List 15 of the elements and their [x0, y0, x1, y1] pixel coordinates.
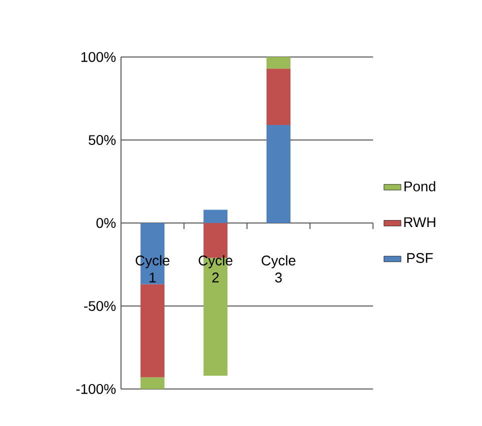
y-tick-label: 0% — [96, 218, 116, 228]
y-tick-label: 50% — [88, 135, 116, 145]
bar — [266, 56, 290, 69]
legend-label: RWH — [404, 217, 436, 227]
legend-label: PSF — [407, 253, 433, 263]
bar — [204, 210, 228, 223]
y-tick-label: -50% — [84, 301, 116, 311]
bar — [140, 377, 164, 389]
y-tick-label: 100% — [81, 52, 116, 62]
y-tick-label: -100% — [76, 384, 116, 394]
bar — [266, 68, 290, 126]
bar — [140, 284, 164, 378]
x-tick-label: Cycle 3 — [262, 255, 296, 282]
legend-label: Pond — [404, 181, 436, 192]
bar — [266, 125, 290, 223]
